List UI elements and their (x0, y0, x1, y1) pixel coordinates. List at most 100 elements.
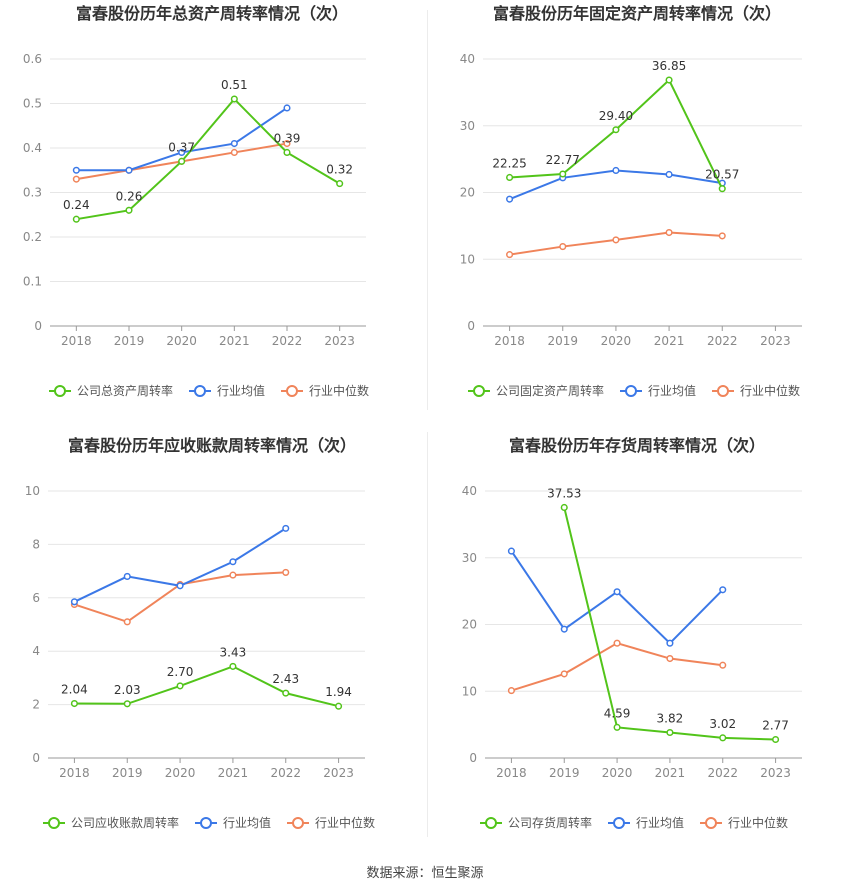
legend-item-industry-mean: 行业均值 (195, 815, 271, 830)
data-point-industry-median (719, 661, 727, 669)
x-tick-label: 2023 (760, 766, 791, 780)
data-label: 3.43 (220, 645, 247, 659)
y-tick-label: 20 (460, 186, 475, 200)
y-tick-label: 0.2 (23, 230, 42, 244)
data-point-company (506, 173, 514, 182)
chart-title: 富春股份历年固定资产周转率情况（次） (493, 4, 781, 23)
legend-item-industry-mean: 行业均值 (608, 815, 684, 830)
legend-item-company: 公司固定资产周转率 (468, 383, 604, 398)
data-point-industry-mean (70, 598, 78, 606)
series-line-industry-median (509, 231, 723, 256)
y-tick-label: 0.4 (23, 141, 42, 155)
data-point-company (665, 76, 673, 84)
y-tick-label: 8 (32, 537, 40, 551)
data-point-company (335, 702, 343, 710)
y-tick-label: 40 (460, 52, 475, 66)
data-point-industry-mean (176, 582, 184, 590)
chart-panel-receivables-turnover: 富春股份历年应收账款周转率情况（次） 0 2 4 6 8 10 2018 2019 2020 202… (0, 432, 425, 862)
y-tick-label: 0 (32, 751, 40, 765)
x-tick-label: 2021 (219, 334, 250, 348)
legend-item-industry-mean: 行业均值 (189, 383, 265, 398)
legend-marker (485, 817, 497, 829)
y-tick-label: 20 (462, 618, 477, 632)
x-tick-label: 2022 (272, 334, 303, 348)
y-tick-label: 30 (462, 551, 477, 565)
data-label: 0.24 (63, 198, 90, 212)
legend-item-industry-mean: 行业均值 (620, 383, 696, 398)
y-tick-label: 0 (34, 319, 42, 333)
y-tick-label: 4 (32, 644, 40, 658)
data-point-company (336, 180, 344, 188)
x-tick-label: 2018 (496, 766, 527, 780)
y-tick-label: 30 (460, 119, 475, 133)
x-tick-label: 2019 (549, 766, 580, 780)
data-point-industry-median (612, 236, 620, 244)
y-tick-label: 0 (469, 751, 477, 765)
data-point-industry-median (283, 140, 291, 148)
legend-item-company: 公司总资产周转率 (49, 383, 173, 398)
data-point-industry-median (123, 618, 131, 626)
data-point-industry-median (613, 639, 621, 647)
data-label: 0.51 (221, 78, 248, 92)
data-point-industry-mean (229, 558, 237, 566)
data-point-company (559, 170, 567, 178)
data-point-industry-median (560, 670, 568, 678)
legend-label: 行业均值 (217, 383, 265, 398)
data-point-company (283, 148, 291, 156)
data-point-company (719, 734, 727, 742)
y-tick-label: 0.6 (23, 52, 42, 66)
data-point-industry-median (230, 148, 238, 156)
y-tick-label: 10 (25, 484, 40, 498)
x-tick-label: 2019 (112, 766, 143, 780)
legend-label: 行业均值 (223, 815, 271, 830)
data-point-company (125, 206, 133, 214)
y-tick-label: 0.3 (23, 186, 42, 200)
series-line-industry-mean (510, 550, 724, 645)
data-point-industry-median (559, 243, 567, 251)
data-point-industry-median (507, 687, 515, 695)
data-point-industry-mean (123, 572, 131, 580)
data-point-company (72, 215, 80, 223)
data-label: 22.25 (492, 156, 526, 170)
data-label: 2.70 (167, 665, 194, 679)
data-label: 2.77 (762, 719, 789, 733)
data-label: 0.32 (326, 163, 353, 177)
data-label: 1.94 (325, 685, 352, 699)
legend-label: 行业中位数 (309, 383, 369, 398)
chart-svg: 富春股份历年总资产周转率情况（次） 0 0.1 0.2 0.3 0.4 0.5 0.6 2018… (23, 4, 369, 398)
data-label: 20.57 (705, 168, 739, 182)
data-point-company (666, 728, 674, 737)
data-point-company (613, 723, 621, 731)
data-point-company (612, 126, 620, 134)
data-point-industry-mean (282, 524, 290, 532)
data-point-industry-mean (666, 639, 674, 647)
chart-panel-fixed-asset-turnover: 富春股份历年固定资产周转率情况（次） 0 10 20 30 40 2018 2019 2020 2… (425, 0, 850, 430)
data-point-company (176, 682, 184, 690)
chart-svg: 富春股份历年存货周转率情况（次） 0 10 20 30 40 2018 2019 2020 202… (462, 436, 802, 830)
legend-item-industry-median: 行业中位数 (712, 383, 800, 398)
data-label: 22.77 (546, 153, 580, 167)
y-tick-label: 0.1 (23, 275, 42, 289)
data-point-industry-median (506, 251, 514, 259)
series-line-company (74, 665, 339, 708)
chart-svg: 富春股份历年应收账款周转率情况（次） 0 2 4 6 8 10 2018 2019 2020 202… (25, 436, 375, 830)
legend-marker (292, 817, 304, 829)
data-label: 2.03 (114, 683, 141, 697)
y-tick-label: 40 (462, 484, 477, 498)
chart-title: 富春股份历年应收账款周转率情况（次） (68, 436, 356, 455)
x-tick-label: 2018 (59, 766, 90, 780)
x-tick-label: 2023 (324, 334, 355, 348)
series-line-industry-median (511, 642, 723, 692)
y-tick-label: 0 (467, 319, 475, 333)
y-tick-label: 0.5 (23, 97, 42, 111)
data-label: 36.85 (652, 59, 686, 73)
data-point-company (229, 662, 237, 670)
data-point-industry-median (72, 175, 80, 183)
data-point-industry-median (229, 571, 237, 579)
data-point-company (718, 185, 726, 193)
legend-label: 行业均值 (636, 815, 684, 830)
data-point-industry-mean (613, 588, 621, 596)
data-label: 29.40 (599, 109, 633, 123)
series-line-industry-median (74, 571, 286, 623)
legend-label: 行业中位数 (315, 815, 375, 830)
